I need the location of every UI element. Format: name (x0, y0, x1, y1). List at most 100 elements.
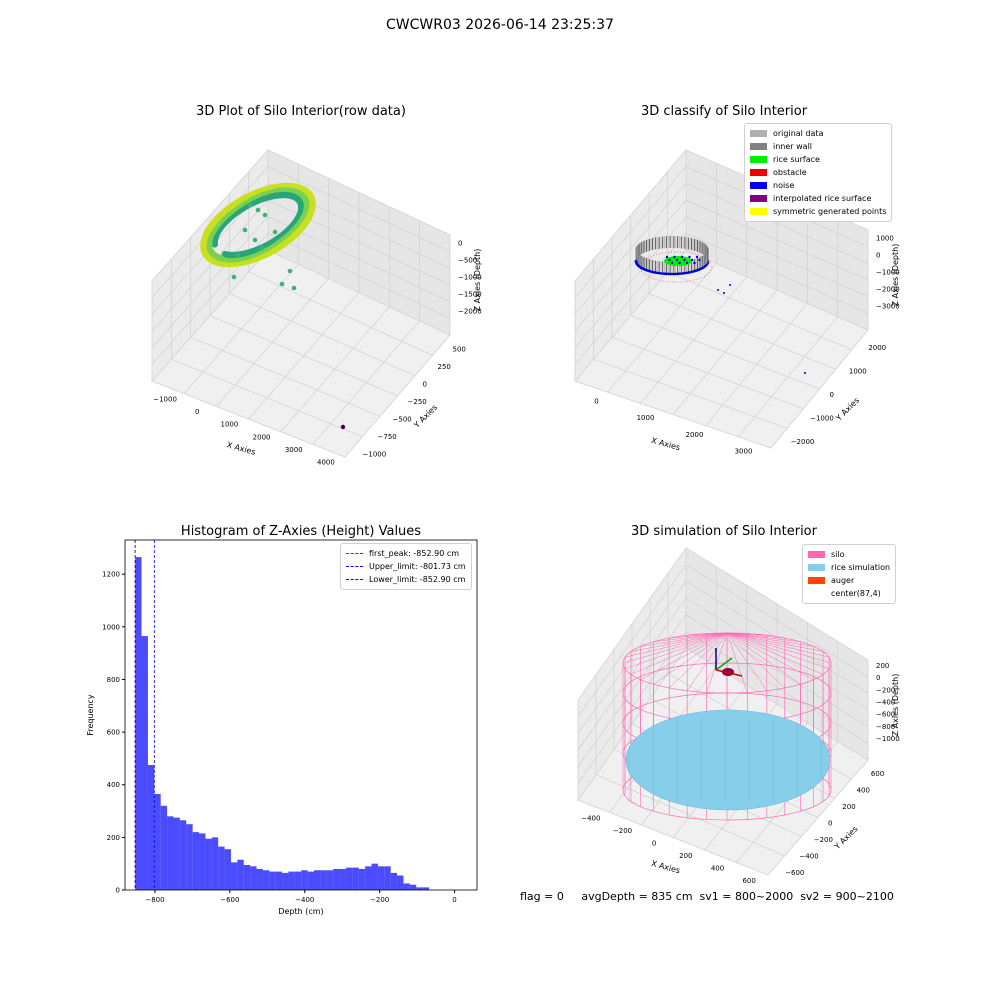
y-tick-label: −400 (799, 852, 818, 860)
panel1-title: 3D Plot of Silo Interior(row data) (196, 104, 406, 119)
noise-point (665, 272, 668, 276)
histogram-bar (326, 870, 334, 890)
noise-point (634, 259, 638, 263)
x-tick-label: 600 (742, 877, 755, 885)
noise-point (683, 258, 686, 262)
histogram-bar (135, 557, 142, 890)
x-tick-label: 200 (679, 852, 692, 860)
histogram-bar (288, 871, 295, 890)
legend-entry: original data (750, 127, 886, 140)
legend-label: Lower_limit: -852.90 cm (369, 575, 466, 584)
z-tick-label: −500 (458, 257, 477, 265)
legend-swatch (346, 566, 363, 567)
z-tick-label: 0 (876, 252, 880, 260)
histogram-bar (339, 868, 346, 890)
histogram-bar (224, 849, 231, 890)
legend-label: rice surface (773, 155, 820, 164)
y-tick-label: 0 (828, 820, 832, 828)
y-tick-label: 0 (116, 887, 120, 895)
x-tick-label: 0 (195, 408, 199, 416)
legend-label: inner wall (773, 142, 813, 151)
rice-surface-points (664, 256, 692, 266)
silo-roof-line (640, 632, 728, 680)
histogram-bar (218, 846, 225, 890)
z-tick-label: −200 (876, 686, 895, 694)
raw-point (252, 237, 258, 243)
x-tick-label: −200 (613, 827, 632, 835)
histogram-bar (154, 793, 161, 890)
noise-point (695, 255, 699, 259)
silo-roof-line (630, 632, 728, 652)
histogram-bar (282, 872, 289, 890)
histogram-bar (205, 838, 212, 890)
silo-roof-line (706, 632, 728, 693)
histogram-bar (365, 866, 372, 890)
histogram-bar (301, 870, 308, 890)
histogram-bar (173, 817, 180, 890)
y-tick-label: 0 (830, 391, 834, 399)
x-tick-label: −1000 (153, 395, 177, 403)
legend-label: noise (773, 181, 795, 190)
legend-swatch (750, 169, 767, 176)
x-tick-label: 1000 (637, 414, 655, 422)
histogram-bar (358, 868, 366, 890)
histogram-bar (294, 871, 302, 890)
histogram-bar (416, 887, 423, 890)
histogram-bar (250, 866, 257, 890)
noise-point (676, 272, 679, 276)
histogram-bar (314, 870, 321, 890)
x-tick-label: −800 (145, 896, 164, 904)
noise-point (674, 272, 678, 276)
legend-swatch (750, 130, 767, 137)
z-tick-label: −800 (876, 723, 895, 731)
legend-swatch (750, 195, 767, 202)
legend-label: rice simulation (831, 563, 891, 572)
z-tick-label: 0 (458, 240, 462, 248)
x-tick-label: −400 (581, 814, 600, 822)
histogram-bar (403, 883, 410, 890)
legend-entry: Lower_limit: -852.90 cm (346, 573, 466, 586)
y-tick-label: 600 (107, 729, 120, 737)
x-axis-label: X Axies (650, 436, 681, 452)
histogram-bar (320, 870, 327, 890)
legend-label: interpolated rice surface (773, 194, 872, 203)
rice-simulation-surface (625, 709, 831, 811)
x-tick-label: 1000 (221, 421, 239, 429)
histogram-bar (147, 765, 155, 890)
histogram-bar (230, 862, 238, 890)
grid-line (685, 564, 869, 677)
z-axis-label: Z Axies (Depth) (891, 244, 900, 307)
legend-swatch (808, 551, 825, 558)
x-tick-label: 3000 (285, 446, 303, 454)
x-tick-label: 0 (594, 397, 598, 405)
silo-roof-line (640, 632, 728, 647)
raw-point (262, 212, 268, 218)
histogram-bar (352, 867, 359, 890)
histogram-bar (333, 868, 340, 890)
z-axis-label: Z Axies (Depth) (473, 249, 482, 312)
status-footer: flag = 0 avgDepth = 835 cm sv1 = 800~200… (520, 890, 894, 903)
z-tick-label: −1000 (876, 735, 900, 743)
silo-roof-line (726, 632, 785, 689)
legend-swatch (346, 579, 363, 580)
y-tick-label: −200 (814, 836, 833, 844)
legend-label: first_peak: -852.90 cm (369, 549, 460, 558)
z-tick-label: −600 (876, 711, 895, 719)
histogram-bar (269, 871, 276, 890)
x-axis-label: X Axies (650, 859, 681, 875)
z-tick-label: −1500 (458, 291, 482, 299)
legend-entry: rice simulation (808, 561, 890, 574)
raw-point (242, 227, 248, 233)
histogram-bar (237, 859, 244, 890)
raw-point (287, 268, 293, 274)
silo-roof-line (726, 632, 824, 652)
raw-point (259, 245, 265, 251)
histogram-bar (262, 870, 270, 890)
silo-roof-line (726, 632, 801, 643)
y-tick-label: 1200 (102, 571, 120, 579)
noise-point (804, 372, 806, 374)
legend-swatch (346, 553, 363, 554)
y-tick-label: −2000 (791, 438, 815, 446)
z-tick-label: −400 (876, 699, 895, 707)
silo-roof-line (726, 632, 768, 691)
